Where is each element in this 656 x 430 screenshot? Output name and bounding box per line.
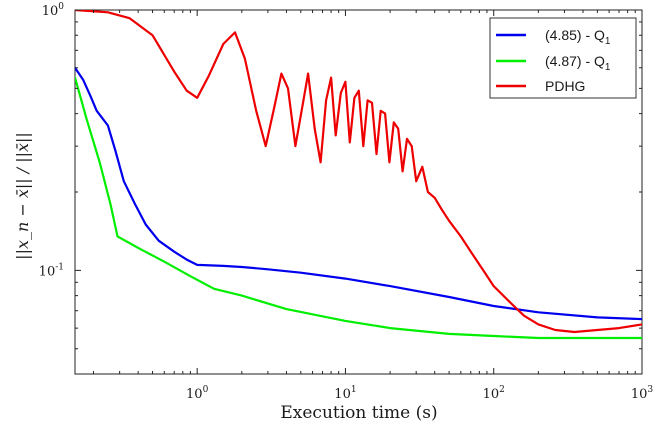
legend-entry-pdhg-label: PDHG	[545, 78, 585, 94]
series-line-4-87-q1	[75, 76, 642, 340]
legend-entry-4-87-q1-label: (4.87) - Q1	[545, 53, 611, 73]
y-tick-label: 100	[42, 2, 65, 19]
legend-entry-4-85-q1-label: (4.85) - Q1	[545, 27, 611, 47]
x-tick-label: 100	[186, 385, 209, 402]
x-tick-label: 101	[334, 385, 356, 402]
x-tick-label: 102	[483, 385, 505, 402]
y-axis-title: ||x_n − x̄|| / ||x̄||	[13, 132, 32, 260]
y-tick-label: 10-1	[39, 262, 64, 279]
series-line-pdhg	[75, 10, 642, 334]
series-line-4-85-q1	[75, 66, 642, 321]
legend-box	[489, 17, 637, 99]
x-tick-label: 103	[631, 385, 654, 402]
x-axis-title: Execution time (s)	[280, 403, 437, 423]
